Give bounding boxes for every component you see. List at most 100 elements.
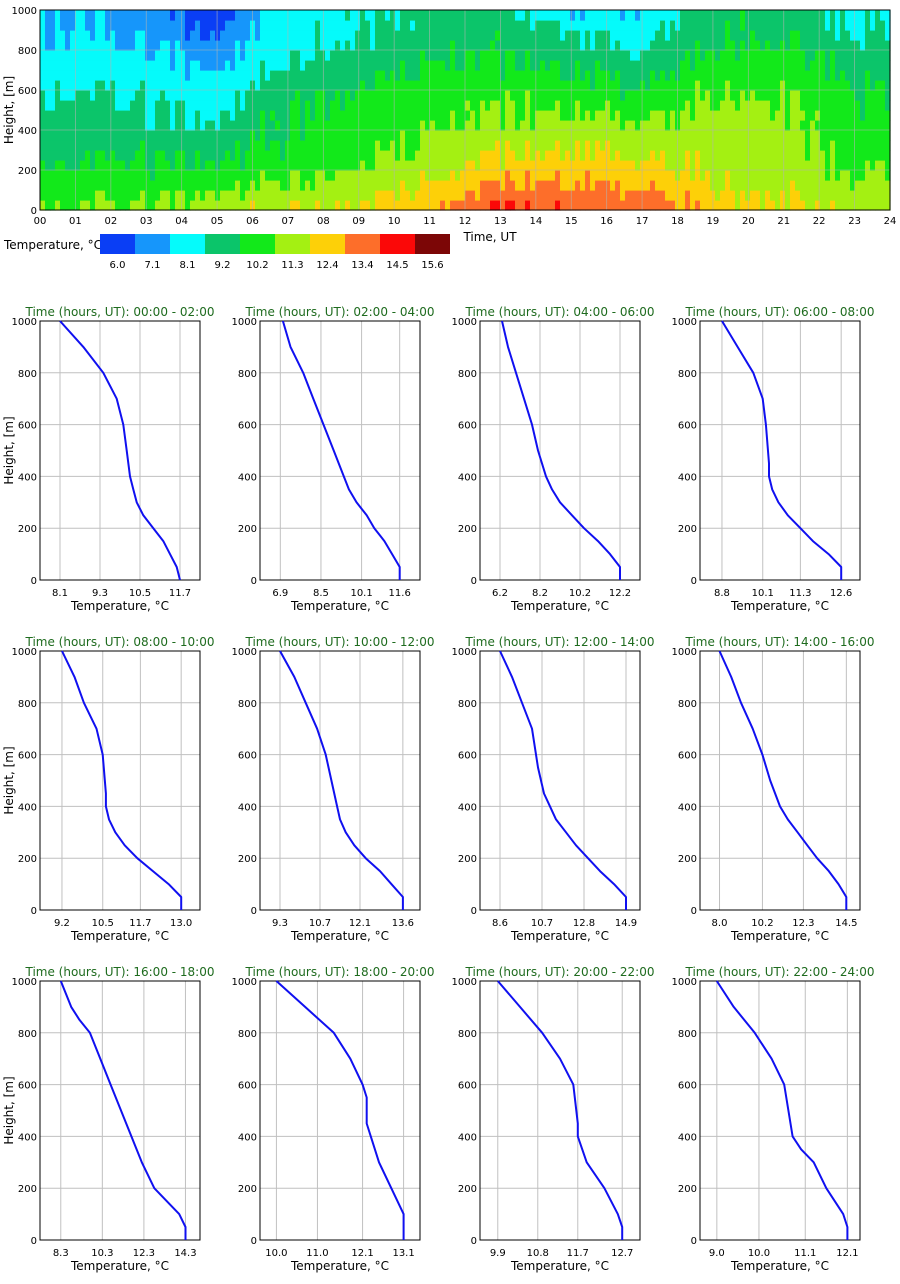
heatmap-cell	[140, 140, 146, 151]
heatmap-cell	[515, 110, 521, 121]
heatmap-cell	[375, 170, 381, 181]
heatmap-cell	[70, 110, 76, 121]
heatmap-cell	[550, 50, 556, 61]
heatmap-cell	[820, 140, 826, 151]
heatmap-cell	[525, 190, 531, 201]
heatmap-cell	[490, 160, 496, 171]
heatmap-cell	[855, 70, 861, 81]
heatmap-cell	[690, 70, 696, 81]
heatmap-cell	[480, 50, 486, 61]
heatmap-cell	[140, 30, 146, 41]
profile-y-tick-label: 800	[458, 1029, 477, 1040]
heatmap-cell	[95, 20, 101, 31]
heatmap-cell	[130, 100, 136, 111]
heatmap-cell	[450, 180, 456, 191]
heatmap-cell	[540, 80, 546, 91]
heatmap-cell	[320, 120, 326, 131]
heatmap-cell	[650, 70, 656, 81]
profile-x-tick-label: 8.1	[52, 588, 68, 599]
heatmap-cell	[630, 120, 636, 131]
heatmap-cell	[745, 30, 751, 41]
heatmap-cell	[585, 120, 591, 131]
heatmap-cell	[410, 100, 416, 111]
heatmap-cell	[850, 180, 856, 191]
heatmap-cell	[720, 20, 726, 31]
heatmap-cell	[705, 30, 711, 41]
heatmap-cell	[475, 10, 481, 21]
heatmap-cell	[475, 180, 481, 191]
heatmap-cell	[215, 150, 221, 161]
heatmap-cell	[885, 130, 891, 141]
colorbar-tick-label: 8.1	[180, 260, 196, 271]
heatmap-cell	[145, 20, 151, 31]
heatmap-cell	[275, 90, 281, 101]
heatmap-cell	[240, 120, 246, 131]
heatmap-cell	[175, 110, 181, 121]
heatmap-cell	[370, 30, 376, 41]
heatmap-cell	[520, 110, 526, 121]
heatmap-cell	[165, 100, 171, 111]
heatmap-cell	[150, 150, 156, 161]
heatmap-cell	[580, 190, 586, 201]
heatmap-cell	[850, 120, 856, 131]
heatmap-cell	[670, 90, 676, 101]
heatmap-cell	[220, 160, 226, 171]
heatmap-cell	[530, 110, 536, 121]
heatmap-cell	[540, 100, 546, 111]
heatmap-cell	[775, 110, 781, 121]
heatmap-cell	[505, 70, 511, 81]
heatmap-cell	[450, 80, 456, 91]
heatmap-cell	[330, 150, 336, 161]
heatmap-cell	[225, 120, 231, 131]
heatmap-cell	[295, 70, 301, 81]
heatmap-cell	[410, 80, 416, 91]
colorbar-tick-label: 6.0	[110, 260, 126, 271]
heatmap-cell	[185, 20, 191, 31]
heatmap-cell	[375, 200, 381, 211]
heatmap-cell	[435, 120, 441, 131]
heatmap-cell	[320, 20, 326, 31]
heatmap-cell	[260, 180, 266, 191]
heatmap-cell	[435, 20, 441, 31]
heatmap-cell	[870, 60, 876, 71]
heatmap-cell	[405, 80, 411, 91]
heatmap-cell	[650, 110, 656, 121]
heatmap-cell	[120, 30, 126, 41]
heatmap-cell	[410, 50, 416, 61]
heatmap-cell	[295, 60, 301, 71]
heatmap-cell	[610, 90, 616, 101]
heatmap-cell	[205, 170, 211, 181]
heatmap-cell	[885, 140, 891, 151]
heatmap-cell	[60, 190, 66, 201]
heatmap-cell	[825, 120, 831, 131]
heatmap-cell	[715, 190, 721, 201]
heatmap-cell	[275, 30, 281, 41]
heatmap-cell	[630, 130, 636, 141]
heatmap-cell	[260, 190, 266, 201]
heatmap-cell	[490, 130, 496, 141]
heatmap-cell	[450, 150, 456, 161]
heatmap-cell	[875, 30, 881, 41]
heatmap-cell	[310, 40, 316, 51]
heatmap-cell	[745, 150, 751, 161]
heatmap-cell	[730, 50, 736, 61]
heatmap-cell	[105, 100, 111, 111]
heatmap-cell	[875, 160, 881, 171]
heatmap-cell	[615, 50, 621, 61]
heatmap-cell	[240, 30, 246, 41]
heatmap-cell	[55, 110, 61, 121]
heatmap-cell	[60, 10, 66, 21]
heatmap-cell	[610, 70, 616, 81]
heatmap-cell	[310, 180, 316, 191]
heatmap-cell	[760, 160, 766, 171]
heatmap-cell	[520, 120, 526, 131]
heatmap-cell	[640, 120, 646, 131]
heatmap-cell	[330, 120, 336, 131]
heatmap-cell	[235, 180, 241, 191]
heatmap-cell	[330, 50, 336, 61]
heatmap-cell	[170, 80, 176, 91]
heatmap-cell	[830, 10, 836, 21]
heatmap-cell	[680, 190, 686, 201]
heatmap-cell	[780, 20, 786, 31]
heatmap-cell	[365, 190, 371, 201]
